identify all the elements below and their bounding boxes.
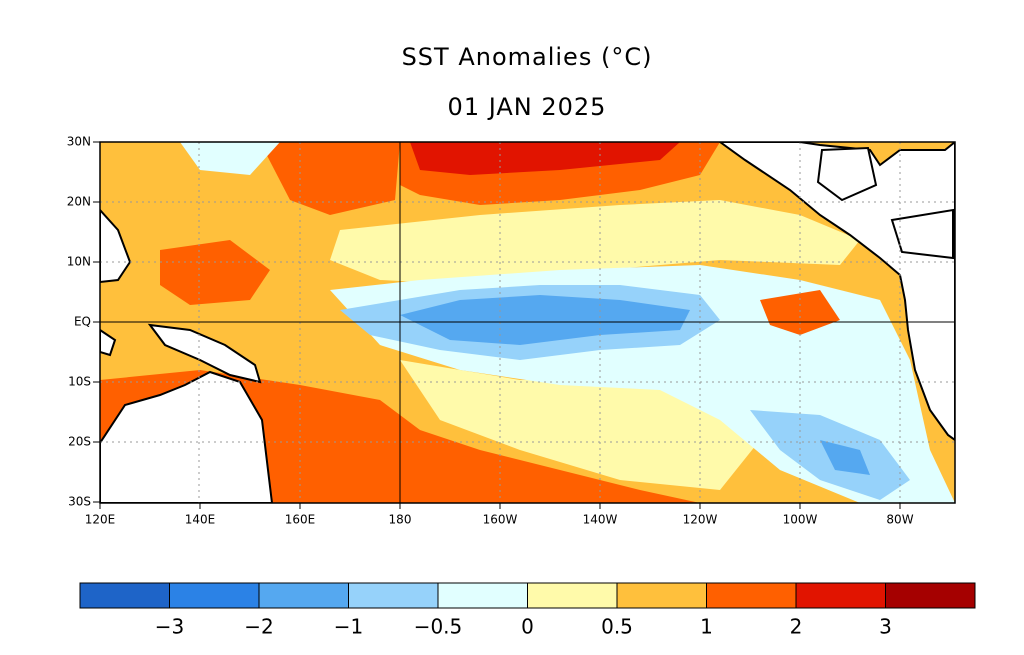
lat-label: 20N xyxy=(67,195,91,209)
colorbar-label: 3 xyxy=(879,615,892,639)
lat-label: EQ xyxy=(74,315,91,329)
lat-label: 30N xyxy=(67,135,91,149)
colorbar-swatch xyxy=(437,582,528,609)
lon-label: 120W xyxy=(683,513,718,527)
colorbar-label: −2 xyxy=(244,615,273,639)
colorbar-label: 2 xyxy=(790,615,803,639)
title: SST Anomalies (°C) xyxy=(402,43,653,71)
lat-label: 10S xyxy=(68,375,91,389)
colorbar-swatch xyxy=(527,582,618,609)
colorbar-swatch xyxy=(795,582,886,609)
colorbar-label: −3 xyxy=(155,615,184,639)
colorbar-label: 0.5 xyxy=(601,615,633,639)
lat-label: 30S xyxy=(68,495,91,509)
colorbar-label: 0 xyxy=(521,615,534,639)
colorbar-swatch xyxy=(706,582,797,609)
lon-label: 180 xyxy=(389,513,412,527)
date: 01 JAN 2025 xyxy=(448,93,607,121)
colorbar-label: −1 xyxy=(334,615,363,639)
lon-label: 100W xyxy=(783,513,818,527)
axes: 30N 20N 10N EQ 10S 20S 30S 120E 140E 160E 180 160W 1… xyxy=(67,135,914,527)
lon-label: 140W xyxy=(583,513,618,527)
lon-label: 120E xyxy=(85,513,116,527)
colorbar-label: −0.5 xyxy=(414,615,463,639)
colorbar-swatch xyxy=(169,582,260,609)
lat-label: 10N xyxy=(67,255,91,269)
colorbar-swatch xyxy=(79,582,170,609)
colorbar-label: 1 xyxy=(700,615,713,639)
lon-label: 140E xyxy=(185,513,216,527)
lon-label: 160W xyxy=(483,513,518,527)
lat-label: 20S xyxy=(68,435,91,449)
lon-label: 160E xyxy=(285,513,316,527)
colorbar-swatch xyxy=(885,582,976,609)
colorbar: −3 −2 −1 −0.5 0 0.5 1 2 3 xyxy=(79,582,976,639)
colorbar-swatch xyxy=(616,582,707,609)
colorbar-swatch xyxy=(258,582,349,609)
colorbar-swatch xyxy=(348,582,439,609)
lon-label: 80W xyxy=(886,513,913,527)
